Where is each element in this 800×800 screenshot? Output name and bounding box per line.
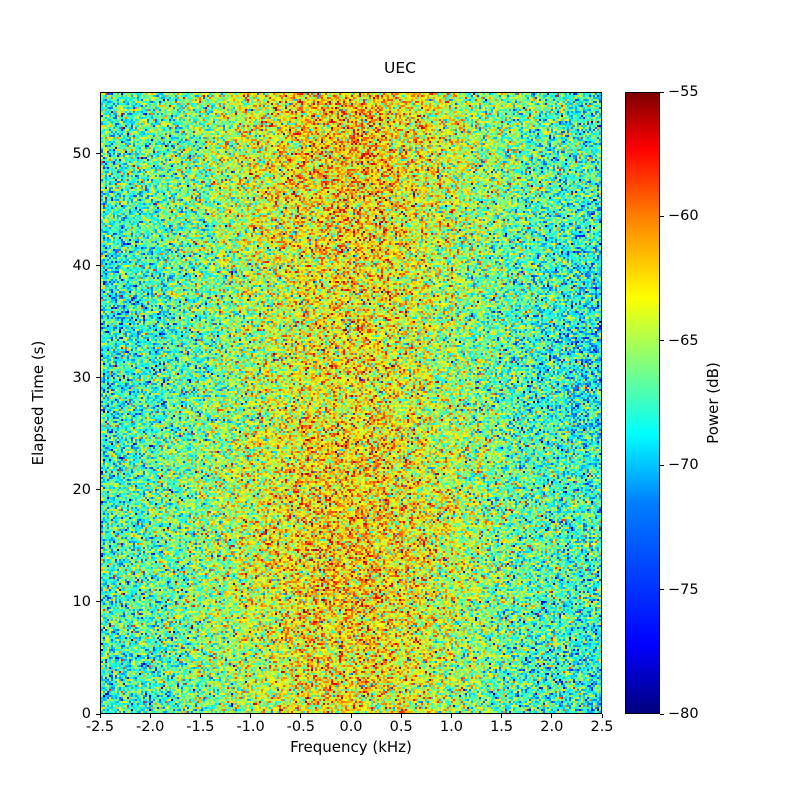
x-tick-label: 2.5: [590, 719, 614, 735]
colorbar-tick-label: −60: [668, 208, 699, 225]
colorbar-tick-label: −65: [668, 332, 699, 349]
x-tick-mark: [250, 714, 252, 718]
y-tick-label: 0: [81, 706, 91, 722]
y-tick-label: 10: [72, 593, 91, 610]
x-tick-label: -1.5: [186, 719, 215, 735]
y-tick-label: 30: [72, 369, 91, 386]
x-tick-mark: [300, 714, 302, 718]
colorbar-tick-mark: [660, 464, 664, 466]
colorbar-gradient: [626, 93, 659, 713]
colorbar: [625, 92, 660, 714]
y-tick-label: 50: [72, 145, 91, 162]
y-tick-mark: [96, 601, 100, 603]
x-tick-mark: [601, 714, 603, 718]
y-tick-mark: [96, 265, 100, 267]
y-tick-mark: [96, 377, 100, 379]
colorbar-tick-mark: [660, 713, 664, 715]
x-tick-mark: [149, 714, 151, 718]
y-tick-mark: [96, 489, 100, 491]
x-tick-label: 1.5: [490, 719, 514, 735]
x-tick-mark: [400, 714, 402, 718]
x-tick-label: -0.5: [286, 719, 315, 735]
colorbar-tick-mark: [660, 215, 664, 217]
x-tick-label: -2.0: [136, 719, 165, 735]
x-tick-label: 0.0: [339, 719, 363, 735]
y-tick-label: 40: [72, 257, 91, 274]
x-tick-mark: [199, 714, 201, 718]
x-tick-label: 0.5: [389, 719, 413, 735]
x-tick-mark: [350, 714, 352, 718]
x-tick-label: 2.0: [540, 719, 564, 735]
colorbar-tick-label: −70: [668, 457, 699, 474]
colorbar-tick-mark: [660, 340, 664, 342]
x-axis-label: Frequency (kHz): [290, 738, 412, 756]
y-tick-mark: [96, 713, 100, 715]
colorbar-tick-label: −55: [668, 84, 699, 100]
title-line-station: UEC: [384, 59, 416, 77]
colorbar-tick-mark: [660, 589, 664, 591]
y-axis-label: Elapsed Time (s): [29, 340, 47, 466]
colorbar-tick-label: −75: [668, 581, 699, 598]
x-tick-mark: [99, 714, 101, 718]
colorbar-tick-label: −80: [668, 706, 699, 722]
x-tick-label: -2.5: [85, 719, 115, 735]
x-tick-label: -1.0: [236, 719, 265, 735]
colorbar-label: Power (dB): [704, 362, 722, 444]
x-tick-label: 1.0: [439, 719, 463, 735]
y-tick-label: 20: [72, 481, 91, 498]
x-tick-mark: [501, 714, 503, 718]
spectrogram-axes: [100, 92, 602, 714]
colorbar-tick-mark: [660, 91, 664, 93]
spectrogram-image: [101, 93, 601, 713]
y-tick-mark: [96, 153, 100, 155]
x-tick-mark: [551, 714, 553, 718]
x-tick-mark: [450, 714, 452, 718]
